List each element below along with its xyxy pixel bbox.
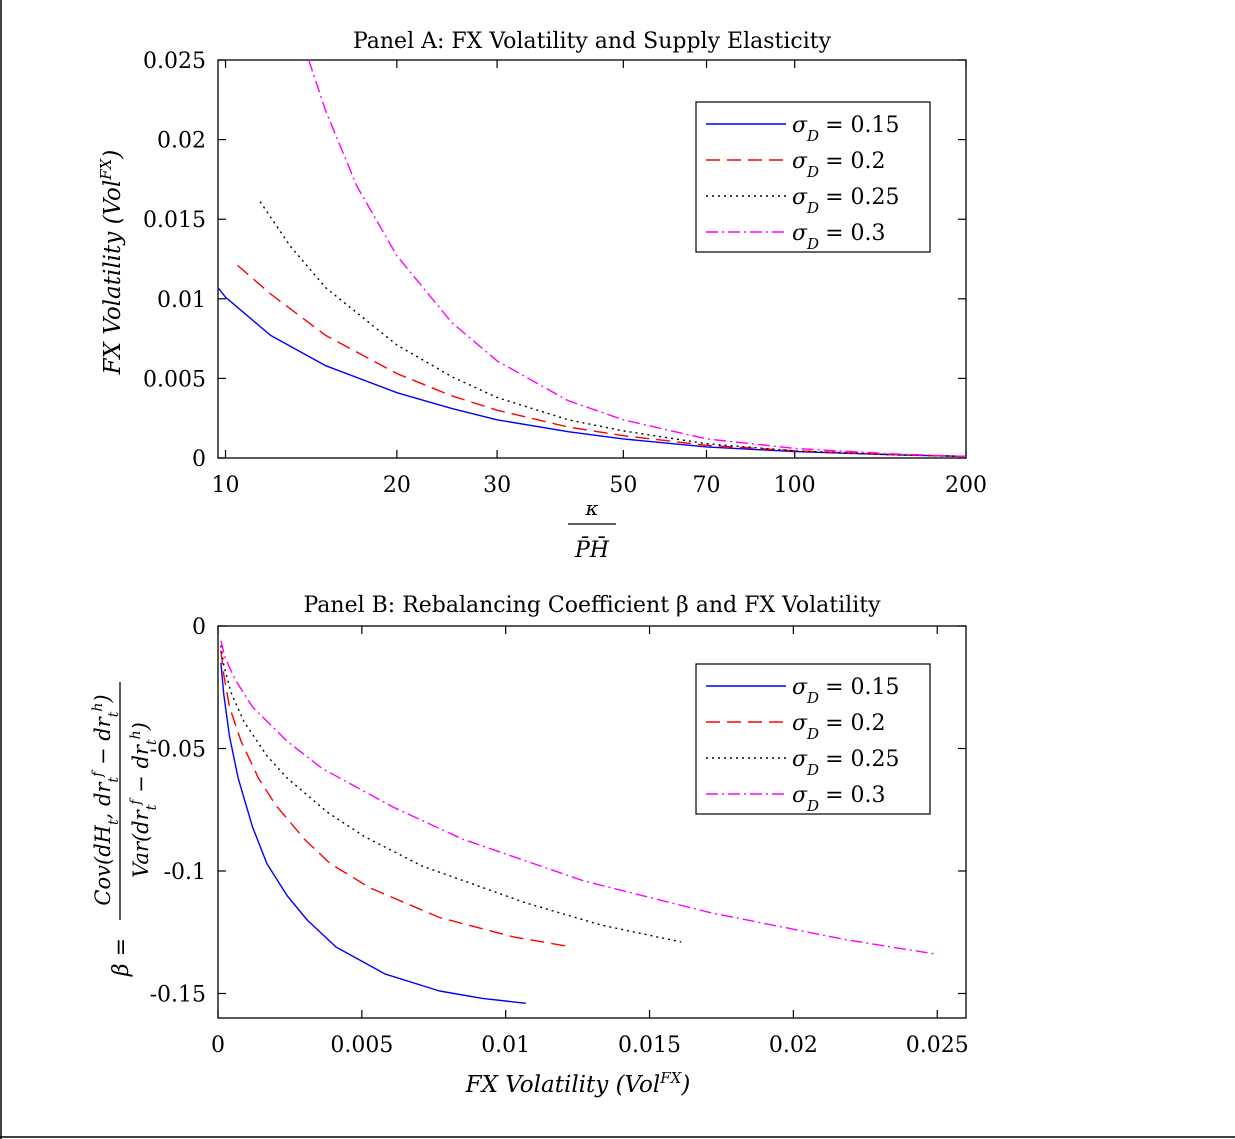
- x-tick-label: 20: [383, 473, 411, 498]
- panel-a-y-axis-label: FX Volatility (VolFX): [97, 150, 126, 376]
- x-tick-label: 30: [483, 473, 511, 498]
- panel-b-y-axis-label: β = Cov(dHt, drtf − drth) Var(drtf − drt…: [90, 682, 160, 977]
- y-tick-label: 0.005: [143, 367, 206, 392]
- panel-b-plot-area: 0 0.005 0.01 0.015 0.02 0.025 0 -0.05 -0.1 -0.15 σ…: [150, 615, 969, 1058]
- panel-a-xlabel-denominator: P̄H̄: [574, 536, 610, 563]
- series-line-0.25: [220, 645, 682, 943]
- series-line-0.15: [217, 287, 967, 458]
- y-tick-label: -0.05: [150, 738, 206, 763]
- panel-b-ylabel-denominator: Var(drtf − drth): [128, 722, 160, 878]
- panel-b-title: Panel B: Rebalancing Coefficient β and F…: [303, 593, 881, 618]
- x-tick-label: 0.025: [906, 1033, 969, 1058]
- panel-0-axes-box: [217, 59, 967, 459]
- panel-a: Panel A: FX Volatility and Supply Elasti…: [97, 29, 987, 563]
- series-line-0.3: [220, 640, 938, 955]
- panel-b-ylabel-numerator: Cov(dHt, drtf − drth): [90, 694, 122, 905]
- x-tick-label: 0.02: [769, 1033, 818, 1058]
- x-tick-label: 0.015: [618, 1033, 681, 1058]
- x-tick-label: 50: [609, 473, 637, 498]
- y-tick-label: -0.1: [164, 860, 206, 885]
- legend-box: [695, 101, 931, 253]
- x-tick-label: 0.01: [481, 1033, 530, 1058]
- x-tick-label: 10: [212, 473, 240, 498]
- panel-1-axes-box: [217, 625, 967, 1019]
- series-line-0.15: [220, 662, 526, 1004]
- x-tick-label: 100: [774, 473, 816, 498]
- y-tick-label: 0: [192, 615, 206, 640]
- x-tick-label: 0: [211, 1033, 225, 1058]
- series-line-0.3: [308, 59, 967, 458]
- panel-a-plot-area: 10 20 30 50 70 100 200 0 0.005 0.01 0.015 0.02 0.025…: [143, 49, 987, 498]
- x-tick-label: 0.005: [330, 1033, 393, 1058]
- panel-a-xlabel-numerator: κ: [584, 496, 598, 520]
- x-tick-label: 70: [693, 473, 721, 498]
- panel-a-x-axis-label: κ P̄H̄: [568, 496, 616, 563]
- series-line-0.2: [220, 650, 573, 948]
- y-tick-label: -0.15: [150, 983, 206, 1008]
- panel-b: Panel B: Rebalancing Coefficient β and F…: [90, 593, 969, 1098]
- y-tick-label: 0: [192, 447, 206, 472]
- series-line-0.2: [237, 264, 967, 458]
- y-tick-label: 0.02: [157, 129, 206, 154]
- y-tick-label: 0.01: [157, 288, 206, 313]
- y-tick-label: 0.015: [143, 208, 206, 233]
- x-tick-label: 200: [945, 473, 987, 498]
- panel-b-ylabel-beta: β =: [109, 938, 134, 977]
- y-tick-label: 0.025: [143, 49, 206, 74]
- panel-a-title: Panel A: FX Volatility and Supply Elasti…: [353, 29, 832, 54]
- legend-box: [695, 663, 931, 815]
- panel-b-x-axis-label: FX Volatility (VolFX): [465, 1069, 691, 1098]
